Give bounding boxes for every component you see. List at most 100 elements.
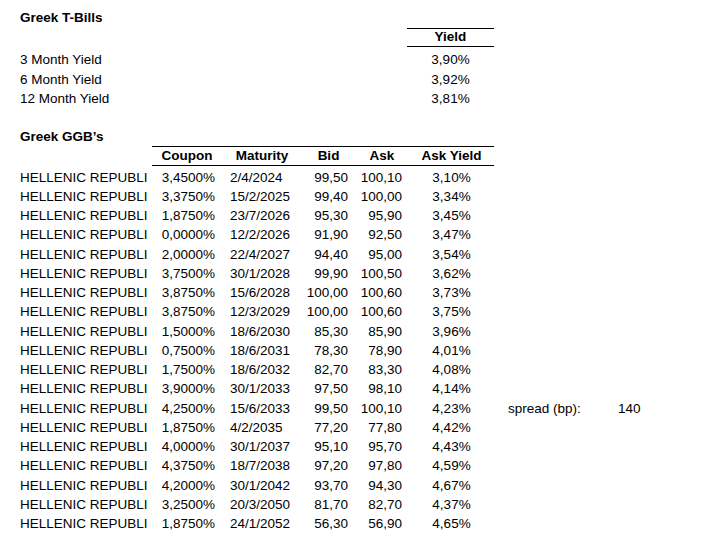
bond-row: HELLENIC REPUBLI 1,8750% 24/1/2052 56,30… <box>0 514 709 533</box>
bond-row: HELLENIC REPUBLI 1,7500% 18/6/2032 82,70… <box>0 360 709 379</box>
ggb-table-body: HELLENIC REPUBLI 3,4500% 2/4/2024 99,50 … <box>0 168 709 534</box>
bond-ask-yield: 4,37% <box>409 495 494 514</box>
ggb-table-header-row: Coupon Maturity Bid Ask Ask Yield <box>0 146 709 166</box>
bond-coupon: 0,0000% <box>152 225 222 244</box>
bond-coupon: 3,8750% <box>152 302 222 321</box>
bond-ask-yield: 3,96% <box>409 322 494 341</box>
bond-coupon: 3,4500% <box>152 168 222 187</box>
bond-issuer-name: HELLENIC REPUBLI <box>0 399 152 418</box>
bond-coupon: 2,0000% <box>152 245 222 264</box>
bond-ask-yield: 4,01% <box>409 341 494 360</box>
bond-row: HELLENIC REPUBLI 4,3750% 18/7/2038 97,20… <box>0 456 709 475</box>
spread-value: 140 <box>618 399 641 418</box>
bond-ask-yield: 4,42% <box>409 418 494 437</box>
bond-row: HELLENIC REPUBLI 3,8750% 15/6/2028 100,0… <box>0 283 709 302</box>
bond-row: HELLENIC REPUBLI 3,7500% 30/1/2028 99,90… <box>0 264 709 283</box>
bond-ask-price: 100,10 <box>355 168 409 187</box>
bond-coupon: 1,5000% <box>152 322 222 341</box>
bond-coupon: 3,7500% <box>152 264 222 283</box>
bond-bid-price: 81,70 <box>302 495 355 514</box>
bond-ask-price: 78,90 <box>355 341 409 360</box>
bond-ask-yield: 3,75% <box>409 302 494 321</box>
bond-issuer-name: HELLENIC REPUBLI <box>0 495 152 514</box>
bond-maturity: 24/1/2052 <box>222 514 302 533</box>
bond-issuer-name: HELLENIC REPUBLI <box>0 418 152 437</box>
bond-issuer-name: HELLENIC REPUBLI <box>0 379 152 398</box>
bond-ask-yield: 4,23% <box>409 399 494 418</box>
tbill-row: 12 Month Yield 3,81% <box>0 89 709 109</box>
ggbs-section-title: Greek GGB’s <box>20 127 104 146</box>
bond-ask-price: 97,80 <box>355 456 409 475</box>
bond-maturity: 30/1/2033 <box>222 379 302 398</box>
bond-ask-price: 100,60 <box>355 302 409 321</box>
bond-ask-price: 77,80 <box>355 418 409 437</box>
bond-coupon: 4,0000% <box>152 437 222 456</box>
bond-coupon: 3,3750% <box>152 187 222 206</box>
bond-maturity: 12/3/2029 <box>222 302 302 321</box>
ggb-header-ask-yield: Ask Yield <box>409 146 494 166</box>
bond-issuer-name: HELLENIC REPUBLI <box>0 302 152 321</box>
tbills-table: 3 Month Yield 3,90% 6 Month Yield 3,92% … <box>0 50 709 109</box>
bond-row: HELLENIC REPUBLI 3,3750% 15/2/2025 99,40… <box>0 187 709 206</box>
tbills-yield-column-header: Yield <box>407 28 494 47</box>
bond-maturity: 30/1/2042 <box>222 476 302 495</box>
bond-bid-price: 97,20 <box>302 456 355 475</box>
bond-bid-price: 95,30 <box>302 206 355 225</box>
bond-maturity: 12/2/2026 <box>222 225 302 244</box>
bond-issuer-name: HELLENIC REPUBLI <box>0 245 152 264</box>
bond-bid-price: 82,70 <box>302 360 355 379</box>
bond-coupon: 4,3750% <box>152 456 222 475</box>
ggb-header-name-spacer <box>0 146 152 166</box>
bond-maturity: 30/1/2028 <box>222 264 302 283</box>
ggb-header-ask: Ask <box>355 146 409 166</box>
bond-issuer-name: HELLENIC REPUBLI <box>0 360 152 379</box>
bond-row: HELLENIC REPUBLI 1,5000% 18/6/2030 85,30… <box>0 322 709 341</box>
tbill-yield-value: 3,81% <box>407 89 494 109</box>
bond-issuer-name: HELLENIC REPUBLI <box>0 341 152 360</box>
bond-ask-yield: 3,54% <box>409 245 494 264</box>
bond-coupon: 3,2500% <box>152 495 222 514</box>
tbill-tenor-label: 6 Month Yield <box>20 70 102 90</box>
bond-issuer-name: HELLENIC REPUBLI <box>0 283 152 302</box>
spread-annotation: spread (bp): 140 <box>508 399 708 418</box>
bond-coupon: 1,8750% <box>152 418 222 437</box>
bond-bid-price: 85,30 <box>302 322 355 341</box>
bond-row: HELLENIC REPUBLI 0,7500% 18/6/2031 78,30… <box>0 341 709 360</box>
bond-ask-price: 95,70 <box>355 437 409 456</box>
bond-row: HELLENIC REPUBLI 3,4500% 2/4/2024 99,50 … <box>0 168 709 187</box>
bond-maturity: 20/3/2050 <box>222 495 302 514</box>
bond-bid-price: 100,00 <box>302 302 355 321</box>
bond-ask-price: 82,70 <box>355 495 409 514</box>
bond-bid-price: 99,90 <box>302 264 355 283</box>
bond-ask-price: 100,60 <box>355 283 409 302</box>
bond-ask-price: 56,90 <box>355 514 409 533</box>
bond-ask-price: 100,10 <box>355 399 409 418</box>
bond-coupon: 1,7500% <box>152 360 222 379</box>
bond-ask-price: 100,50 <box>355 264 409 283</box>
tbill-row: 3 Month Yield 3,90% <box>0 50 709 70</box>
bond-issuer-name: HELLENIC REPUBLI <box>0 264 152 283</box>
bond-maturity: 15/6/2033 <box>222 399 302 418</box>
bond-row: HELLENIC REPUBLI 2,0000% 22/4/2027 94,40… <box>0 245 709 264</box>
ggb-header-maturity: Maturity <box>222 146 302 166</box>
bond-maturity: 22/4/2027 <box>222 245 302 264</box>
bond-ask-yield: 4,65% <box>409 514 494 533</box>
bond-bid-price: 99,40 <box>302 187 355 206</box>
bond-maturity: 18/6/2032 <box>222 360 302 379</box>
bond-bid-price: 100,00 <box>302 283 355 302</box>
bond-ask-price: 85,90 <box>355 322 409 341</box>
bond-maturity: 4/2/2035 <box>222 418 302 437</box>
bond-maturity: 23/7/2026 <box>222 206 302 225</box>
tbill-row: 6 Month Yield 3,92% <box>0 70 709 90</box>
bond-bid-price: 99,50 <box>302 399 355 418</box>
bond-issuer-name: HELLENIC REPUBLI <box>0 456 152 475</box>
bond-ask-price: 100,00 <box>355 187 409 206</box>
bond-issuer-name: HELLENIC REPUBLI <box>0 514 152 533</box>
tbill-tenor-label: 12 Month Yield <box>20 89 109 109</box>
bond-coupon: 4,2500% <box>152 399 222 418</box>
bond-row: HELLENIC REPUBLI 0,0000% 12/2/2026 91,90… <box>0 225 709 244</box>
bond-ask-yield: 3,34% <box>409 187 494 206</box>
bond-ask-yield: 4,08% <box>409 360 494 379</box>
bond-issuer-name: HELLENIC REPUBLI <box>0 322 152 341</box>
spreadsheet-page: Greek T-Bills Yield 3 Month Yield 3,90% … <box>0 0 709 547</box>
